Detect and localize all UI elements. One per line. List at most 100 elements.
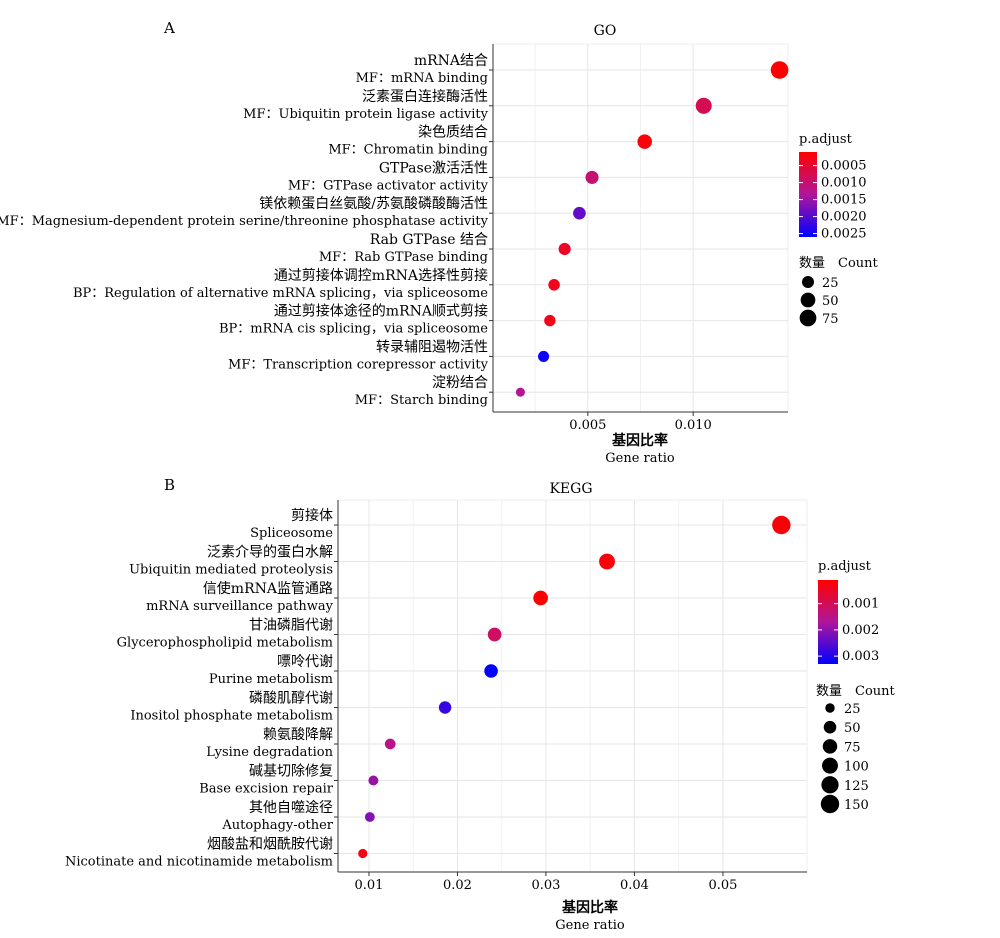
kegg-x-axis-title: Gene ratio	[555, 918, 625, 933]
term-label-cn: 泛素介导的蛋白水解	[207, 545, 333, 561]
term-label-cn: 磷酸肌醇代谢	[249, 690, 333, 707]
size-legend-label: 100	[844, 760, 869, 775]
term-dot	[599, 553, 615, 570]
size-legend-dot	[802, 276, 814, 288]
term-label-en: Ubiquitin mediated proteolysis	[129, 563, 333, 578]
go-color-legend-title: p.adjust	[799, 132, 853, 147]
term-label-en: Lysine degradation	[206, 745, 333, 760]
size-legend-dot	[823, 720, 837, 734]
size-legend-label: 75	[822, 312, 839, 327]
term-label-cn: 染色质结合	[418, 124, 488, 141]
kegg-size-legend-entries: 25 50 75 100 125 150	[820, 702, 869, 814]
go-colorbar	[799, 152, 817, 237]
term-dot	[364, 812, 375, 822]
x-tick-label: 0.04	[620, 878, 649, 893]
colorbar-tick-label: 0.0020	[821, 210, 867, 225]
x-tick-label: 0.02	[443, 878, 472, 893]
kegg-x-axis: 0.01 0.02 0.03 0.04 0.05	[337, 500, 807, 893]
size-legend-label: 25	[844, 702, 861, 717]
term-label-cn: 烟酸盐和烟酰胺代谢	[207, 837, 333, 853]
term-dot	[487, 627, 502, 642]
go-x-axis-title: Gene ratio	[605, 451, 675, 466]
term-label-cn: 转录辅阻遏物活性	[376, 339, 488, 355]
term-label-en: MF：Transcription corepressor activity	[228, 357, 489, 372]
term-label-cn: 甘油磷脂代谢	[249, 618, 333, 634]
term-label-cn: 其他自噬途径	[249, 799, 333, 816]
term-dot	[637, 134, 652, 149]
term-label-en: MF：GTPase activator activity	[288, 178, 489, 193]
term-label-en: mRNA surveillance pathway	[146, 599, 334, 614]
kegg-colorbar	[818, 580, 838, 664]
go-x-axis: 0.005 0.010	[492, 44, 788, 433]
term-dot	[695, 97, 712, 114]
term-dot	[538, 350, 550, 362]
term-label-en: Base excision repair	[199, 782, 334, 797]
term-label-cn: 嘌呤代谢	[277, 654, 333, 670]
kegg-color-legend-title: p.adjust	[818, 559, 872, 574]
term-label-en: Autophagy-other	[221, 818, 333, 833]
size-legend-dot	[825, 703, 835, 713]
size-legend-dot	[820, 794, 840, 814]
x-tick-label: 0.005	[569, 418, 606, 433]
term-label-cn: 淀粉结合	[432, 375, 488, 391]
kegg-plot-area	[337, 499, 808, 873]
term-label-en: MF：Chromatin binding	[328, 143, 488, 158]
go-size-legend-title: Count	[838, 256, 879, 271]
term-label-cn: 赖氨酸降解	[263, 727, 333, 743]
term-label-cn: 剪接体	[291, 507, 333, 524]
term-label-en: MF：Rab GTPase binding	[319, 250, 488, 265]
term-dot	[438, 701, 452, 714]
term-label-en: BP：mRNA cis splicing，via spliceosome	[219, 322, 488, 337]
size-legend-label: 50	[822, 294, 839, 309]
term-dot	[533, 590, 548, 606]
go-size-legend-entries: 25 50 75	[799, 276, 839, 327]
term-dot	[770, 61, 789, 79]
size-legend-label: 125	[844, 779, 869, 794]
go-size-legend-title-cn: 数量	[799, 256, 825, 271]
kegg-gridlines	[338, 500, 807, 872]
term-label-cn: 通过剪接体调控mRNA选择性剪接	[274, 267, 488, 284]
go-colorbar-ticks: 0.0005 0.0010 0.0015 0.0020 0.0025	[799, 159, 867, 242]
size-legend-dot	[822, 739, 838, 754]
term-dot	[384, 738, 396, 750]
x-tick-label: 0.01	[354, 878, 383, 893]
term-label-cn: mRNA结合	[414, 53, 488, 69]
term-label-cn: 泛素蛋白连接酶活性	[362, 88, 488, 105]
size-legend-dot	[822, 757, 838, 774]
size-legend-dot	[800, 292, 816, 308]
go-panel: A GO mRNA结合 MF：mRNA binding 泛素蛋白连接酶活性 MF：Ub…	[0, 19, 879, 466]
size-legend-label: 75	[844, 740, 861, 755]
term-label-en: Glycerophospholipid metabolism	[117, 636, 333, 651]
colorbar-tick-label: 0.001	[842, 597, 879, 612]
colorbar-tick-label: 0.003	[842, 649, 879, 664]
term-dot	[772, 515, 791, 535]
kegg-chart-title: KEGG	[549, 481, 592, 497]
term-label-cn: Rab GTPase 结合	[370, 232, 488, 248]
size-legend-dot	[799, 309, 817, 327]
term-dot	[368, 775, 379, 786]
term-dot	[573, 206, 586, 220]
kegg-size-legend-title-cn: 数量	[816, 684, 842, 699]
go-dots	[515, 61, 789, 397]
term-dot	[515, 387, 525, 397]
term-label-en: Nicotinate and nicotinamide metabolism	[65, 855, 333, 870]
kegg-colorbar-ticks: 0.001 0.002 0.003	[818, 597, 879, 664]
size-legend-label: 50	[844, 721, 861, 736]
term-label-en: Purine metabolism	[209, 672, 333, 687]
size-legend-label: 25	[822, 276, 839, 291]
kegg-panel: B KEGG 剪接体 Spliceosome 泛素介导的蛋白水解 Ubiquitin …	[65, 476, 896, 933]
go-gridlines	[493, 44, 788, 412]
term-dot	[484, 664, 498, 678]
term-label-en: MF：Starch binding	[355, 393, 488, 408]
go-legend: p.adjust 0.00050.00100.00150.00200.0025 …	[799, 132, 879, 327]
term-dot	[548, 279, 560, 291]
term-label-en: MF：mRNA binding	[356, 71, 488, 86]
kegg-x-axis-title-cn: 基因比率	[562, 899, 618, 916]
term-label-cn: 碱基切除修复	[249, 763, 333, 780]
term-label-en: MF：Magnesium-dependent protein serine/th…	[0, 214, 489, 229]
go-term-labels: mRNA结合 MF：mRNA binding 泛素蛋白连接酶活性 MF：Ubiquit…	[0, 53, 493, 408]
colorbar-tick-label: 0.0010	[821, 176, 867, 191]
term-label-cn: 信使mRNA监管通路	[203, 580, 333, 597]
kegg-term-labels: 剪接体 Spliceosome 泛素介导的蛋白水解 Ubiquitin mediate…	[65, 507, 338, 870]
